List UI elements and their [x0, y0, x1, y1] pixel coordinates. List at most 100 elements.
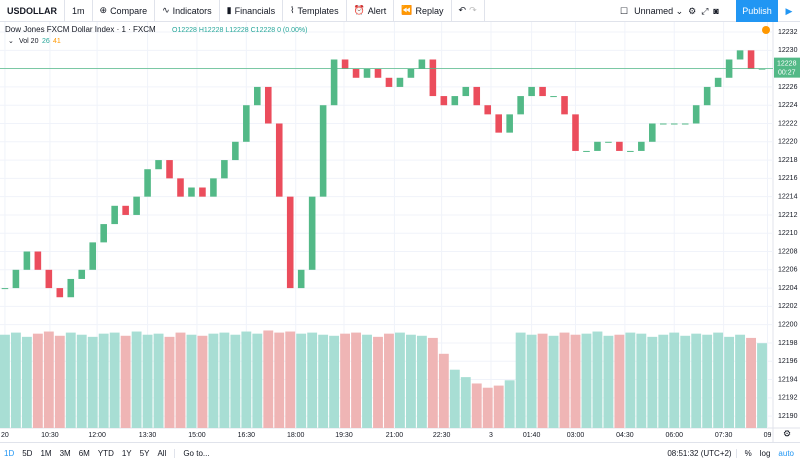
volume-bar — [691, 333, 702, 428]
candle — [747, 50, 755, 69]
x-tick-label: 15:00 — [188, 432, 206, 439]
candle — [418, 59, 426, 69]
volume-bar — [526, 334, 537, 428]
candle — [627, 150, 634, 152]
volume-bar — [658, 334, 669, 428]
volume-bar — [43, 331, 54, 428]
candles — [1, 50, 766, 298]
candle — [352, 68, 360, 78]
candle — [583, 150, 590, 152]
range-5y[interactable]: 5Y — [139, 448, 150, 458]
candle — [758, 68, 766, 70]
candle — [341, 59, 349, 69]
compare[interactable]: ⊕ Compare — [93, 0, 156, 22]
range-3m[interactable]: 3M — [59, 448, 71, 458]
financials[interactable]: ▮ Financials — [220, 0, 284, 22]
percent-toggle[interactable]: % — [735, 448, 756, 458]
x-tick-label: 01:40 — [523, 432, 541, 439]
symbol[interactable]: USDOLLAR — [0, 0, 65, 22]
candle — [330, 59, 338, 106]
auto-toggle[interactable]: auto — [778, 448, 794, 458]
label: Templates — [297, 5, 339, 16]
volume-bar — [713, 332, 724, 428]
volume-bar — [735, 334, 746, 428]
range-1m[interactable]: 1M — [40, 448, 52, 458]
candle — [517, 96, 524, 115]
volume-bar — [373, 336, 383, 428]
candle — [385, 77, 393, 87]
alert-indicator[interactable] — [762, 26, 770, 34]
volume-bar — [219, 332, 230, 428]
icon: ⌇ — [290, 5, 295, 15]
alert[interactable]: ⏰ Alert — [347, 0, 395, 22]
volume-bar — [318, 334, 329, 428]
volume-bar — [482, 387, 493, 428]
x-tick-label: 21:00 — [386, 432, 404, 439]
undo-redo[interactable]: ↶ ↷ — [452, 0, 485, 22]
candle — [221, 160, 228, 179]
countdown-label: 00:27 — [778, 69, 796, 76]
candle — [396, 77, 404, 87]
range-1d[interactable]: 1D — [4, 448, 15, 458]
volume-bar — [109, 332, 120, 428]
replay[interactable]: ⏪ Replay — [394, 0, 452, 22]
goto[interactable]: Go to... — [174, 448, 213, 458]
publish-button[interactable]: Publish — [736, 0, 778, 22]
candle — [484, 105, 492, 115]
x-tick-label: 04:30 — [616, 432, 634, 439]
candle — [616, 141, 623, 151]
chart: 12190 12192 12194 12196 12198 12200 12202 12204… — [0, 22, 800, 442]
volume-bar — [285, 331, 296, 428]
volume-bar — [471, 383, 482, 428]
candle — [561, 96, 568, 115]
range-6m[interactable]: 6M — [78, 448, 90, 458]
volume-toggle[interactable]: ⌄ — [8, 38, 14, 45]
label: Alert — [367, 5, 387, 16]
volume-bar — [603, 335, 614, 428]
y-tick-label: 12206 — [778, 267, 798, 274]
volume-bar — [153, 333, 164, 428]
templates[interactable]: ⌇ Templates — [283, 0, 347, 22]
y-tick-label: 12214 — [778, 193, 798, 200]
x-tick-label: 22:30 — [433, 432, 451, 439]
candle — [670, 123, 678, 125]
layout-name[interactable]: ☐ Unnamed ⌄ ⚙ ⤢ ◙ — [620, 5, 719, 17]
candle — [605, 141, 612, 143]
volume-bar — [746, 337, 756, 428]
candle — [550, 96, 557, 98]
log-toggle[interactable]: log — [759, 448, 771, 458]
indicators[interactable]: ∿ Indicators — [155, 0, 220, 22]
candle — [440, 96, 448, 106]
range-5d[interactable]: 5D — [22, 448, 33, 458]
volume-bar — [592, 331, 603, 428]
candle — [692, 105, 700, 124]
volume-bars — [0, 330, 767, 428]
volume-bar — [65, 332, 76, 428]
candle — [451, 96, 459, 106]
volume-bar — [252, 333, 263, 428]
volume-bar — [32, 333, 43, 428]
volume-bar — [669, 332, 680, 428]
range-all[interactable]: All — [157, 448, 167, 458]
axis-settings[interactable]: ⚙ — [783, 428, 791, 438]
volume-bar — [395, 332, 405, 428]
candle — [1, 288, 9, 290]
volume-bar — [76, 334, 87, 428]
interval[interactable]: 1m — [65, 0, 93, 22]
candle — [122, 205, 129, 215]
volume-bar — [504, 380, 515, 428]
candle — [286, 196, 294, 289]
volume-bar — [362, 334, 372, 428]
candle — [275, 123, 283, 197]
candle — [297, 269, 305, 289]
candle — [12, 269, 20, 289]
range-ytd[interactable]: YTD — [97, 448, 114, 458]
range-1y[interactable]: 1Y — [121, 448, 132, 458]
icon: ▮ — [226, 5, 232, 15]
volume-bar — [142, 334, 153, 428]
legend-volume-v2: 41 — [53, 38, 61, 45]
volume-bar — [197, 335, 208, 428]
volume-bar — [384, 333, 394, 428]
candle — [100, 224, 107, 243]
play-button[interactable]: ▶ — [785, 5, 793, 16]
